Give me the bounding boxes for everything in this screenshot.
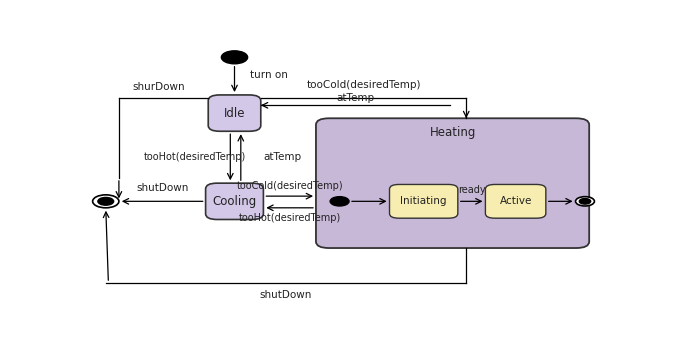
Circle shape xyxy=(579,198,591,204)
FancyBboxPatch shape xyxy=(205,183,263,219)
Text: tooCold(desiredTemp): tooCold(desiredTemp) xyxy=(237,181,343,191)
Text: shutDown: shutDown xyxy=(260,290,312,300)
Text: tooHot(desiredTemp): tooHot(desiredTemp) xyxy=(239,213,341,223)
Text: shutDown: shutDown xyxy=(136,183,188,193)
Text: Idle: Idle xyxy=(224,106,245,120)
Text: Initiating: Initiating xyxy=(401,196,447,206)
FancyBboxPatch shape xyxy=(316,118,589,248)
Text: Active: Active xyxy=(500,196,532,206)
Circle shape xyxy=(93,195,119,208)
Text: tooCold(desiredTemp): tooCold(desiredTemp) xyxy=(306,80,421,90)
Text: shurDown: shurDown xyxy=(132,82,184,92)
Circle shape xyxy=(330,197,349,206)
FancyBboxPatch shape xyxy=(208,95,261,131)
Circle shape xyxy=(576,197,595,206)
Text: Cooling: Cooling xyxy=(212,195,257,208)
FancyBboxPatch shape xyxy=(485,184,546,218)
FancyBboxPatch shape xyxy=(390,184,458,218)
Text: tooHot(desiredTemp): tooHot(desiredTemp) xyxy=(144,152,246,162)
Circle shape xyxy=(98,197,114,205)
Text: atTemp: atTemp xyxy=(263,152,302,162)
Text: Heating: Heating xyxy=(429,126,476,139)
Circle shape xyxy=(221,51,247,64)
Text: turn on: turn on xyxy=(250,70,288,81)
Text: ready: ready xyxy=(458,185,485,195)
Text: atTemp: atTemp xyxy=(336,93,375,102)
